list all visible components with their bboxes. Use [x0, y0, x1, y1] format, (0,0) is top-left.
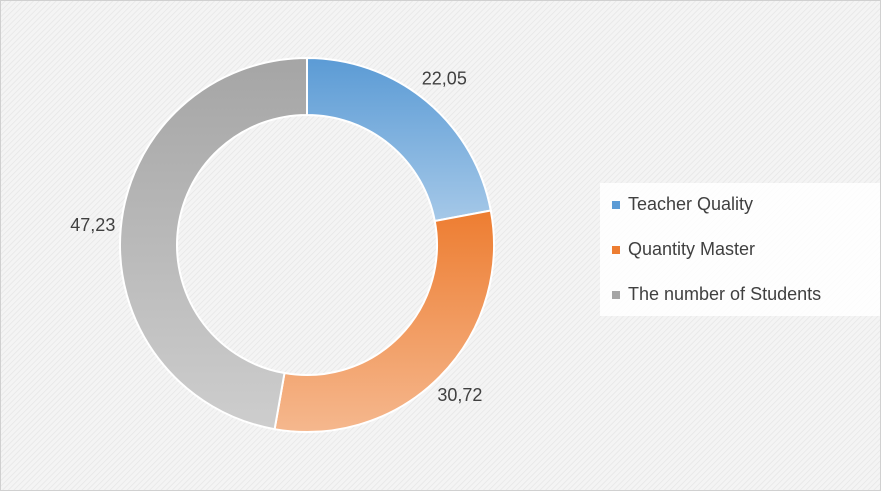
data-label: 47,23: [70, 215, 115, 235]
legend-label: The number of Students: [628, 284, 821, 304]
data-label: 30,72: [437, 385, 482, 405]
legend-marker: [612, 201, 620, 209]
data-label: 22,05: [422, 68, 467, 88]
donut-slice: [273, 209, 495, 433]
legend-label: Quantity Master: [628, 239, 755, 259]
legend-label: Teacher Quality: [628, 194, 753, 214]
legend-marker: [612, 291, 620, 299]
legend-box: [600, 183, 880, 316]
donut-slice: [119, 56, 308, 431]
legend-marker: [612, 246, 620, 254]
